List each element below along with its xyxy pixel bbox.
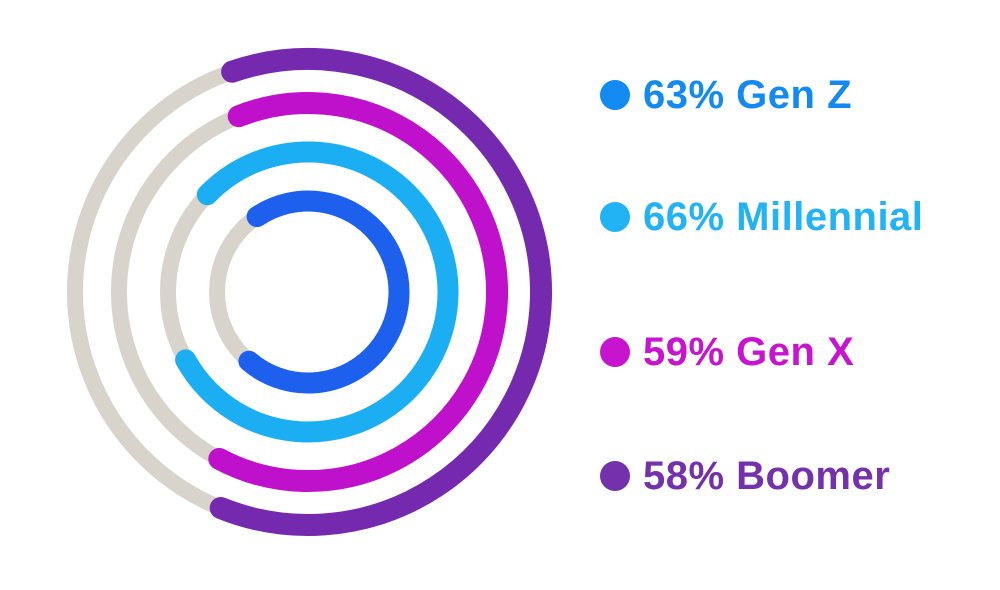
legend-dot-boomer: [600, 461, 630, 491]
legend-dot-gen-x: [600, 337, 630, 367]
legend-item-millennial: 66% Millennial: [600, 194, 923, 240]
legend-item-gen-z: 63% Gen Z: [600, 72, 852, 118]
ring-arc-gen-x: [208, 92, 508, 493]
legend-label-boomer: 58% Boomer: [643, 454, 891, 498]
legend-label-gen-x: 59% Gen X: [643, 330, 855, 374]
legend-dot-gen-z: [600, 80, 630, 110]
legend-label-millennial: 66% Millennial: [643, 195, 924, 239]
legend: 63% Gen Z 66% Millennial 59% Gen X 58% Boom…: [600, 0, 1000, 590]
ring-arc-millennial: [175, 141, 459, 443]
ring-arc-boomer: [209, 47, 553, 536]
ring-arc-gen-z: [238, 190, 410, 394]
legend-item-boomer: 58% Boomer: [600, 453, 890, 499]
legend-item-gen-x: 59% Gen X: [600, 329, 854, 375]
legend-label-gen-z: 63% Gen Z: [643, 73, 853, 117]
legend-dot-millennial: [600, 202, 630, 232]
